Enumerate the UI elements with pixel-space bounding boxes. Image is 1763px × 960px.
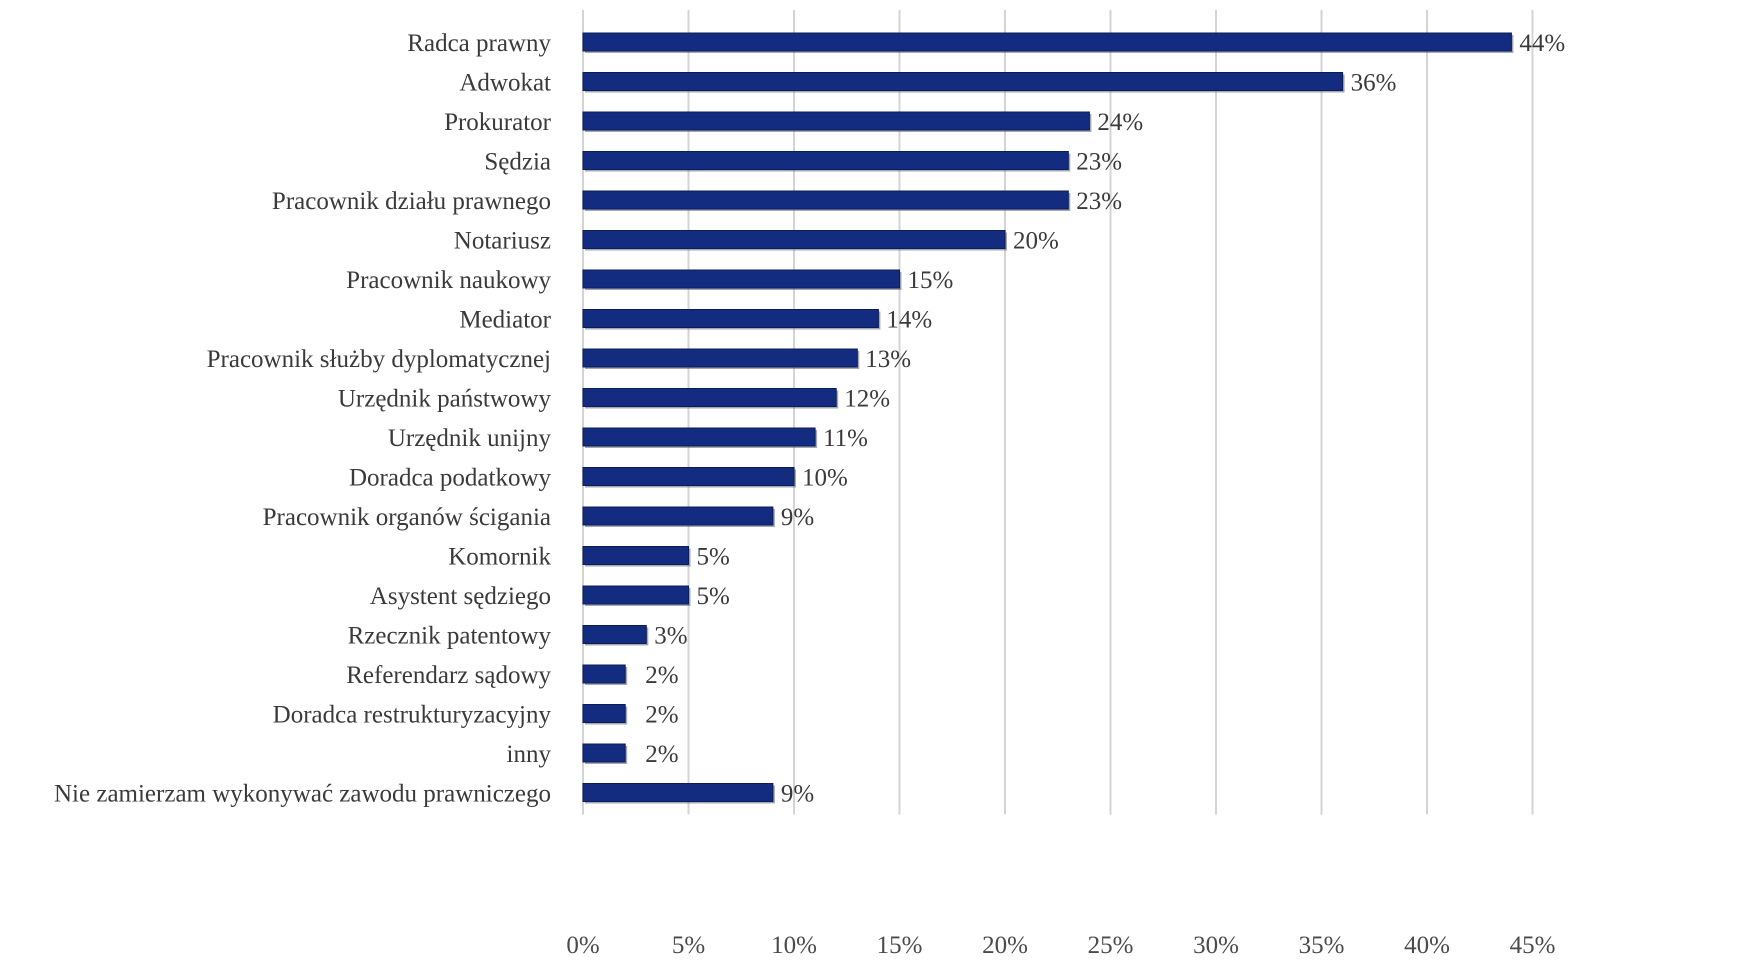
value-label: 15%	[908, 267, 954, 294]
value-label: 2%	[645, 662, 678, 689]
category-label: Doradca restrukturyzacyjny	[273, 702, 552, 729]
category-label: Nie zamierzam wykonywać zawodu prawnicze…	[54, 781, 551, 808]
bar	[582, 111, 1090, 131]
category-label: Asystent sędziego	[370, 583, 551, 610]
x-tick-label: 30%	[1193, 932, 1239, 959]
category-label: Pracownik organów ścigania	[263, 504, 551, 531]
value-label: 5%	[697, 583, 730, 610]
value-label: 10%	[802, 465, 848, 492]
bar	[582, 743, 626, 763]
bar	[582, 72, 1344, 91]
category-label: Notariusz	[454, 228, 551, 255]
bar	[582, 585, 689, 605]
bar	[582, 704, 626, 723]
value-label: 5%	[697, 544, 730, 571]
value-label: 2%	[645, 741, 678, 768]
value-label: 36%	[1351, 70, 1397, 97]
x-tick-label: 40%	[1404, 932, 1450, 959]
bar	[582, 783, 774, 802]
category-label: Sędzia	[484, 149, 551, 176]
value-labels: 44% 36% 24% 23% 23% 20% 15% 14% 13% 12% 11% 10% 9% 5%…	[645, 30, 1565, 808]
value-label: 11%	[823, 425, 868, 452]
category-label: Radca prawny	[407, 30, 551, 57]
x-tick-label: 25%	[1088, 932, 1134, 959]
value-label: 2%	[645, 702, 678, 729]
bar	[582, 467, 795, 486]
category-label: Doradca podatkowy	[349, 465, 552, 492]
bar	[582, 546, 689, 565]
value-label: 14%	[886, 307, 932, 334]
bar	[582, 151, 1069, 170]
category-label: Urzędnik państwowy	[338, 386, 552, 413]
value-label: 23%	[1076, 149, 1122, 176]
category-label: Pracownik działu prawnego	[272, 188, 551, 215]
x-tick-label: 10%	[771, 932, 817, 959]
category-label: inny	[507, 741, 552, 768]
bar	[582, 506, 774, 526]
x-tick-label: 35%	[1299, 932, 1345, 959]
bars	[582, 32, 1514, 804]
value-label: 3%	[654, 623, 687, 650]
value-label: 9%	[781, 781, 814, 808]
bar	[582, 269, 900, 289]
bar	[582, 664, 626, 684]
value-label: 12%	[844, 386, 890, 413]
category-label: Adwokat	[459, 70, 551, 97]
gridlines	[582, 10, 1534, 815]
category-label: Pracownik naukowy	[346, 267, 551, 294]
category-label: Referendarz sądowy	[346, 662, 551, 689]
x-tick-label: 45%	[1510, 932, 1556, 959]
value-label: 44%	[1519, 30, 1565, 57]
category-label: Mediator	[459, 307, 551, 334]
value-label: 24%	[1097, 109, 1143, 136]
bar	[582, 388, 837, 407]
x-tick-label: 15%	[877, 932, 923, 959]
bar	[582, 230, 1006, 249]
category-label: Pracownik służby dyplomatycznej	[207, 346, 551, 373]
category-labels: Radca prawny Adwokat Prokurator Sędzia Praco…	[54, 30, 552, 808]
x-axis-tick-labels: 0% 5% 10% 15% 20% 25% 30% 35% 40% 45%	[566, 932, 1555, 959]
bar	[582, 190, 1069, 210]
bar	[582, 427, 816, 447]
value-label: 9%	[781, 504, 814, 531]
value-label: 20%	[1013, 228, 1059, 255]
x-tick-label: 0%	[566, 932, 599, 959]
bar	[582, 32, 1512, 52]
value-label: 13%	[865, 346, 911, 373]
category-label: Prokurator	[444, 109, 552, 136]
bar	[582, 348, 858, 368]
x-tick-label: 5%	[672, 932, 705, 959]
x-tick-label: 20%	[982, 932, 1028, 959]
bar	[582, 625, 647, 644]
category-label: Komornik	[448, 544, 551, 571]
value-label: 23%	[1076, 188, 1122, 215]
category-label: Rzecznik patentowy	[348, 623, 552, 650]
bar	[582, 309, 879, 328]
category-label: Urzędnik unijny	[388, 425, 552, 452]
